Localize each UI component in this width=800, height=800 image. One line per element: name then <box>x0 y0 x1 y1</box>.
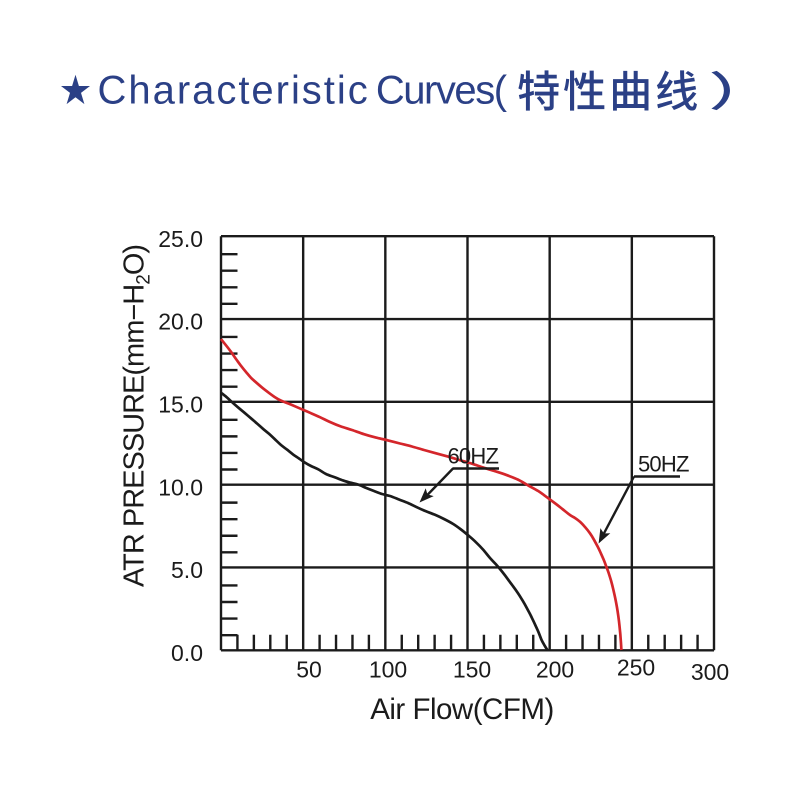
svg-text:5.0: 5.0 <box>171 557 203 583</box>
svg-text:Characteristic Curves(: Characteristic Curves( <box>98 69 508 113</box>
svg-text:15.0: 15.0 <box>158 391 203 417</box>
svg-text:200: 200 <box>536 657 574 683</box>
svg-text:250: 250 <box>617 655 655 681</box>
svg-text:20.0: 20.0 <box>158 309 203 335</box>
svg-text:25.0: 25.0 <box>158 226 203 252</box>
svg-text:50HZ: 50HZ <box>638 452 689 477</box>
svg-text:50: 50 <box>296 657 322 683</box>
svg-text:0.0: 0.0 <box>171 640 203 666</box>
svg-text:300: 300 <box>691 659 729 685</box>
svg-text:150: 150 <box>453 657 491 683</box>
svg-text:ATR PRESSURE(mm−H2O): ATR PRESSURE(mm−H2O) <box>119 245 155 587</box>
svg-text:10.0: 10.0 <box>158 474 203 500</box>
svg-text:60HZ: 60HZ <box>448 444 499 469</box>
svg-text:100: 100 <box>369 657 407 683</box>
svg-text:Air Flow(CFM): Air Flow(CFM) <box>370 693 554 726</box>
